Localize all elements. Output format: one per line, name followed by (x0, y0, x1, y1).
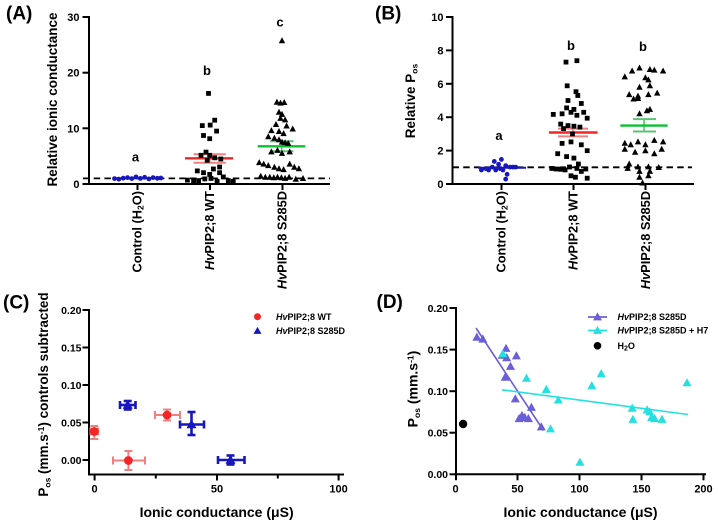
svg-text:HvPIP2;8 WT: HvPIP2;8 WT (566, 191, 581, 270)
svg-text:Control (H2O): Control (H2O) (494, 191, 510, 273)
svg-text:0: 0 (73, 179, 79, 191)
svg-text:0.10: 0.10 (61, 380, 82, 392)
svg-text:c: c (276, 15, 283, 30)
svg-text:50: 50 (211, 484, 223, 496)
svg-text:10: 10 (431, 12, 443, 24)
svg-text:0.15: 0.15 (61, 342, 82, 354)
svg-text:4: 4 (437, 112, 444, 124)
svg-text:b: b (567, 38, 575, 53)
svg-text:(A): (A) (6, 4, 32, 25)
svg-text:(B): (B) (375, 4, 401, 25)
svg-text:HvPIP2;8 S285D: HvPIP2;8 S285D (618, 312, 688, 322)
svg-text:Ionic conductance (μS): Ionic conductance (μS) (140, 504, 294, 520)
svg-text:0.20: 0.20 (428, 303, 449, 315)
svg-text:b: b (203, 63, 211, 78)
svg-text:20: 20 (67, 68, 79, 80)
svg-text:0.10: 0.10 (428, 386, 449, 398)
svg-text:Pos (mm.s-1) controls subtract: Pos (mm.s-1) controls subtracted (36, 292, 53, 496)
svg-text:0: 0 (437, 179, 443, 191)
svg-text:10: 10 (67, 123, 79, 135)
svg-text:0.00: 0.00 (61, 455, 82, 467)
svg-text:30: 30 (67, 12, 79, 24)
svg-text:HvPIP2;8 S285D: HvPIP2;8 S285D (638, 191, 653, 289)
svg-text:0.15: 0.15 (428, 344, 449, 356)
svg-text:b: b (639, 39, 647, 54)
svg-text:2: 2 (437, 146, 443, 158)
svg-text:Control (H2O): Control (H2O) (130, 191, 146, 273)
svg-text:H2O: H2O (618, 341, 635, 353)
svg-text:100: 100 (329, 484, 347, 496)
svg-text:50: 50 (511, 484, 523, 496)
svg-text:Relative Pos: Relative Pos (403, 63, 420, 138)
svg-text:0.05: 0.05 (428, 428, 449, 440)
svg-text:6: 6 (437, 79, 443, 91)
svg-text:a: a (132, 150, 140, 165)
svg-text:8: 8 (437, 45, 443, 57)
svg-text:(C): (C) (3, 293, 29, 314)
svg-text:150: 150 (632, 484, 650, 496)
svg-text:HvPIP2;8 WT: HvPIP2;8 WT (202, 191, 217, 270)
svg-text:a: a (495, 128, 503, 143)
svg-text:HvPIP2;8 WT: HvPIP2;8 WT (276, 312, 332, 322)
svg-text:200: 200 (694, 484, 712, 496)
svg-text:HvPIP2;8 S285D: HvPIP2;8 S285D (276, 326, 346, 336)
svg-text:HvPIP2;8 S285D: HvPIP2;8 S285D (275, 191, 290, 289)
svg-text:0.00: 0.00 (428, 469, 449, 481)
svg-text:0: 0 (92, 484, 98, 496)
svg-text:HvPIP2;8 S285D + H7: HvPIP2;8 S285D + H7 (618, 326, 709, 336)
svg-text:0.20: 0.20 (61, 305, 82, 317)
svg-text:(D): (D) (377, 292, 403, 313)
svg-text:Pos (mm.s-1): Pos (mm.s-1) (405, 351, 423, 428)
svg-text:Relative ionic conductance: Relative ionic conductance (45, 12, 60, 187)
svg-text:Ionic conductance (μS): Ionic conductance (μS) (503, 504, 657, 520)
svg-text:0: 0 (452, 484, 458, 496)
svg-text:100: 100 (570, 484, 588, 496)
svg-text:0.05: 0.05 (61, 417, 82, 429)
